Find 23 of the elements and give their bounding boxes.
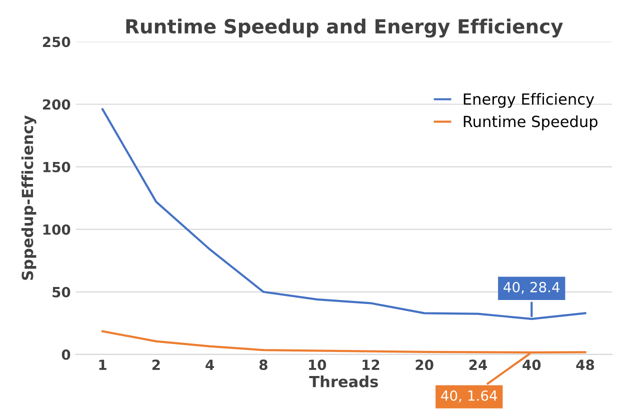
x-tick-label: 10 [308, 360, 326, 370]
x-tick-label: 2 [152, 360, 160, 370]
legend-label: Runtime Speedup [464, 115, 598, 130]
x-tick-label: 20 [416, 360, 434, 370]
y-tick-label: 100 [43, 224, 70, 235]
y-tick-label: 250 [42, 36, 70, 48]
chart-title: Runtime Speedup and Energy Efficiency [126, 18, 563, 38]
annotation: 40, 28.4 [504, 282, 560, 294]
y-tick-label: 150 [43, 162, 70, 172]
x-tick-label: 4 [206, 360, 214, 370]
x-tick-label: 12 [362, 360, 380, 370]
x-axis-title: Threads [309, 376, 378, 388]
x-tick-label: 8 [259, 360, 268, 370]
y-tick-label: 50 [52, 286, 70, 298]
x-tick-label: 40 [522, 360, 541, 370]
legend-label: Energy Efficiency [464, 92, 594, 108]
x-tick-label: 24 [469, 360, 488, 370]
y-tick-label: 0 [62, 349, 70, 360]
y-axis-title: Sppedup-Efficiency [21, 115, 36, 280]
x-tick-label: 48 [576, 360, 594, 370]
x-tick-label: 1 [99, 360, 106, 370]
y-tick-label: 200 [42, 99, 70, 110]
annotation: 40, 1.64 [441, 390, 498, 402]
